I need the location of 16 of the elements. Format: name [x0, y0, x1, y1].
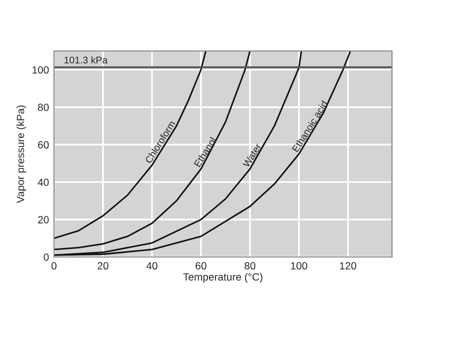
- y-tick-label: 60: [38, 141, 49, 149]
- x-tick-label: 80: [244, 262, 256, 270]
- x-tick-label: 20: [98, 262, 108, 270]
- y-axis-title: Vapor pressure (kPa): [16, 106, 26, 204]
- x-axis-title: Temperature (°C): [183, 272, 262, 283]
- y-tick-label: 80: [38, 104, 49, 112]
- ref-line-label: 101.3 kPa: [64, 56, 108, 64]
- x-tick-label: 40: [146, 262, 158, 270]
- y-tick-label: 40: [38, 178, 49, 186]
- x-tick-label: 120: [340, 262, 356, 270]
- x-tick-label: 60: [196, 262, 206, 270]
- x-tick-label: 100: [291, 262, 308, 270]
- y-tick-label: 20: [38, 216, 49, 224]
- y-tick-label: 100: [32, 66, 49, 74]
- x-tick-label: 0: [52, 262, 56, 270]
- y-tick-label: 0: [44, 254, 49, 261]
